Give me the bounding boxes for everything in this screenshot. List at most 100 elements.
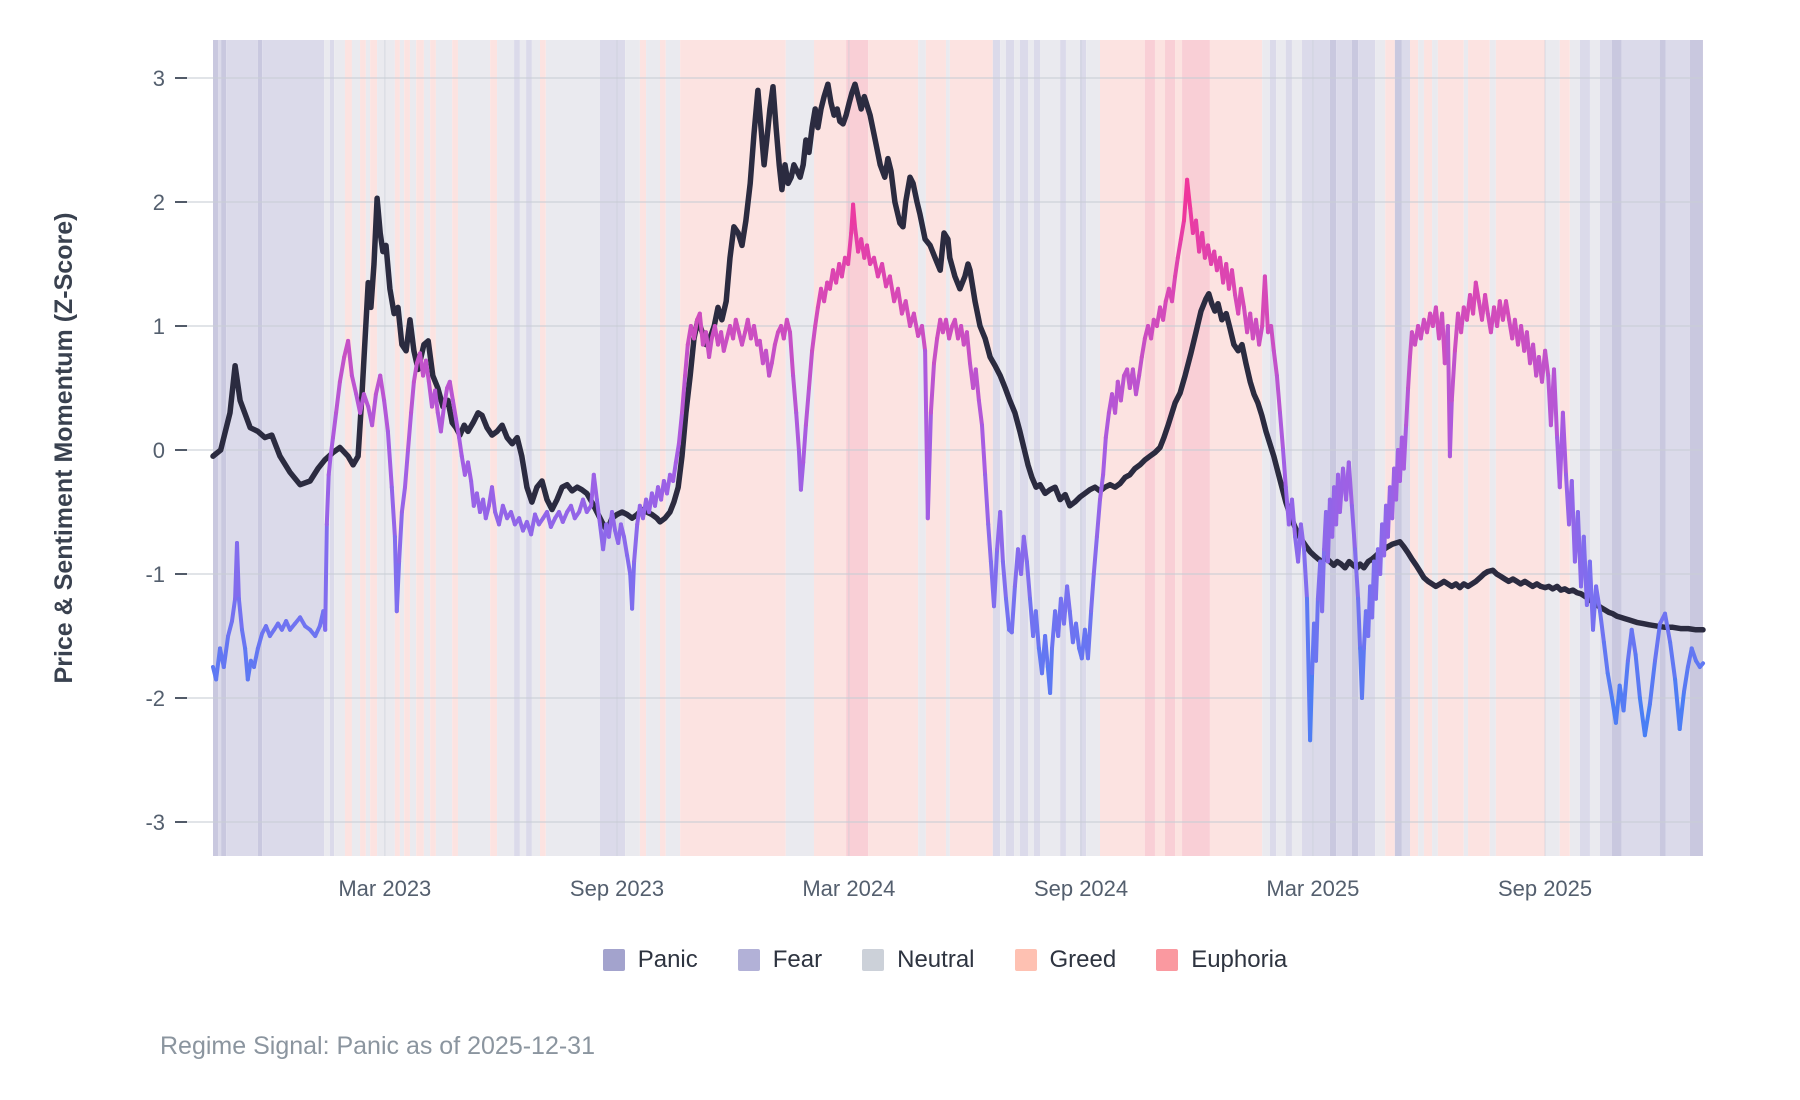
sentiment-segment (1356, 596, 1363, 651)
sentiment-segment (625, 553, 633, 576)
regime-band-neutral (457, 40, 491, 856)
regime-band-fear (1060, 40, 1066, 856)
regime-band-euphoria (1182, 40, 1210, 856)
regime-band-neutral (665, 40, 681, 856)
sentiment-segment (331, 410, 339, 440)
regime-band-fear (1285, 40, 1292, 856)
sentiment-segment (1139, 336, 1147, 359)
legend-swatch-neutral (862, 949, 885, 971)
sentiment-segment (1353, 547, 1361, 601)
sentiment-segment (1098, 472, 1106, 502)
sentiment-segment (255, 631, 265, 651)
sentiment-segment (980, 423, 988, 477)
regime-band-neutral (1432, 40, 1438, 856)
x-tick-label: Mar 2025 (1266, 876, 1359, 901)
sentiment-segment (1257, 324, 1265, 347)
sentiment-segment (1089, 572, 1096, 614)
sentiment-segment (457, 435, 464, 459)
y-tick-label: -1 (145, 562, 165, 587)
regime-signal-caption: Regime Signal: Panic as of 2025-12-31 (160, 1032, 595, 1060)
sentiment-segment (788, 330, 796, 378)
sentiment-segment (438, 404, 446, 434)
regime-band-greed (394, 40, 400, 856)
y-tick-label: 3 (153, 66, 165, 91)
sentiment-segment (1504, 299, 1512, 322)
sentiment-segment (846, 231, 854, 266)
sentiment-segment (337, 355, 347, 384)
regime-band-fear (1033, 40, 1041, 856)
sentiment-segment (752, 324, 760, 347)
sentiment-segment (618, 522, 626, 539)
sentiment-segment (1173, 255, 1180, 279)
sentiment-segment (490, 485, 498, 514)
sentiment-segment (791, 373, 799, 415)
regime-band-greed (659, 40, 666, 856)
regime-band-fear (1621, 40, 1660, 856)
sentiment-segment (928, 361, 936, 415)
sentiment-segment (1118, 373, 1126, 403)
sentiment-segment (1360, 646, 1366, 700)
sentiment-segment (1621, 658, 1630, 713)
chart-canvas[interactable]: 3 2 1 0 -1 -2 -3 Mar 2023 Sep 2023 Mar 2024 Sep 20… (0, 0, 1800, 925)
regime-band-fear (1005, 40, 1015, 856)
regime-band-greed (1385, 40, 1395, 856)
regime-band-panic (213, 40, 219, 856)
sentiment-segment (1074, 621, 1082, 651)
regime-band-neutral (365, 40, 371, 856)
sentiment-segment (1642, 702, 1652, 738)
legend-swatch-fear (737, 949, 760, 971)
sentiment-segment (324, 472, 331, 527)
sentiment-segment (1406, 355, 1412, 390)
sentiment-segment (1314, 596, 1320, 663)
sentiment-segment (1185, 177, 1193, 211)
sentiment-segment (323, 522, 329, 632)
sentiment-segment (1302, 547, 1309, 601)
sentiment-segment (1605, 671, 1614, 700)
sentiment-segment (442, 386, 450, 409)
regime-band-greed (344, 40, 352, 856)
legend-label-fear: Fear (772, 946, 823, 973)
legend-item-euphoria[interactable]: Euphoria (1156, 946, 1287, 974)
regime-band-fear (226, 40, 258, 856)
sentiment-segment (397, 510, 404, 564)
x-tick-label: Mar 2023 (338, 876, 431, 901)
sentiment-segment (1091, 534, 1099, 576)
legend-item-panic[interactable]: Panic (602, 946, 698, 974)
sentiment-segment (932, 336, 940, 366)
regime-band-fear (1079, 40, 1087, 856)
regime-band-fear (1579, 40, 1590, 856)
x-tick-label: Sep 2024 (1034, 876, 1128, 901)
legend-item-fear[interactable]: Fear (737, 946, 823, 974)
legend-item-neutral[interactable]: Neutral (862, 946, 975, 974)
sentiment-segment (983, 472, 991, 527)
legend-label-panic: Panic (637, 946, 698, 973)
sentiment-segment (1230, 268, 1238, 297)
sentiment-segment (1601, 640, 1610, 676)
sentiment-segment (1668, 640, 1678, 682)
sentiment-segment (772, 330, 780, 347)
sentiment-segment (406, 410, 414, 452)
regime-band-neutral (1086, 40, 1101, 856)
regime-band-neutral (1463, 40, 1469, 856)
sentiment-segment (1065, 584, 1072, 614)
sentiment-segment (326, 454, 333, 477)
sentiment-segment (403, 448, 410, 490)
regime-band-neutral (1291, 40, 1303, 856)
regime-band-panic (1351, 40, 1359, 856)
sentiment-segment (632, 522, 640, 564)
sentiment-segment (1682, 665, 1690, 694)
sentiment-segment (466, 460, 474, 483)
sentiment-segment (992, 547, 1000, 609)
sentiment-segment (454, 417, 462, 440)
sentiment-segment (450, 398, 458, 421)
sentiment-segment (389, 485, 397, 539)
sentiment-segment (1101, 435, 1108, 477)
legend-label-neutral: Neutral (897, 946, 975, 973)
regime-band-neutral (1065, 40, 1080, 856)
sentiment-segment (1086, 609, 1094, 661)
sentiment-segment (1404, 386, 1411, 428)
legend-item-greed[interactable]: Greed (1014, 946, 1116, 974)
sentiment-segment (925, 410, 933, 521)
regime-band-neutral (1000, 40, 1006, 856)
